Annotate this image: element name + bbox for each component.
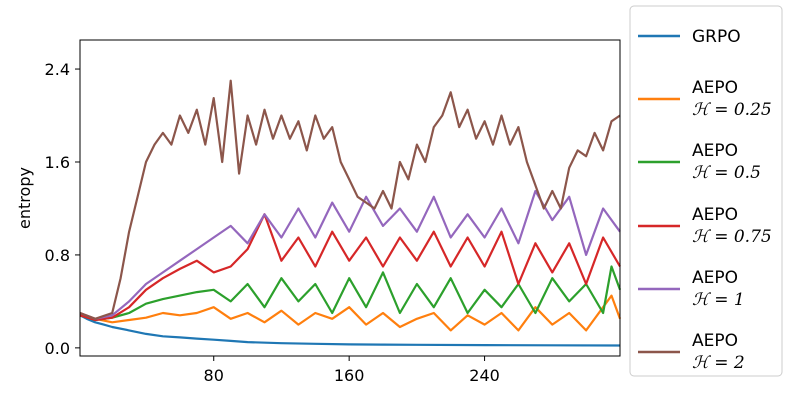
y-tick-label: 0.8	[45, 246, 70, 265]
x-axis: 80 160 240	[204, 356, 500, 385]
legend-label: GRPO	[692, 27, 741, 47]
series-line-0	[79, 314, 621, 347]
y-axis-title: entropy	[15, 167, 34, 229]
series-line-2	[79, 265, 622, 322]
legend-label: AEPO	[692, 268, 738, 288]
y-axis: 0.0 0.8 1.6 2.4	[45, 60, 80, 358]
legend-sublabel: ℋ = 0.5	[692, 163, 761, 183]
legend-label: AEPO	[692, 331, 738, 351]
legend-label: AEPO	[692, 78, 738, 98]
legend-sublabel: ℋ = 0.25	[692, 100, 772, 120]
series-line-5	[79, 79, 621, 320]
x-tick-label: 160	[334, 366, 365, 385]
legend-box	[629, 5, 783, 377]
series-line-3	[79, 213, 621, 322]
y-tick-label: 0.0	[45, 339, 70, 358]
legend-label: AEPO	[692, 141, 738, 161]
legend-label: AEPO	[692, 205, 738, 225]
series-line-1	[79, 294, 622, 332]
series-line-4	[79, 189, 621, 320]
y-tick-label: 1.6	[45, 153, 70, 172]
plot-frame	[79, 39, 621, 357]
legend-sublabel: ℋ = 1	[692, 290, 745, 310]
series-layer	[79, 79, 622, 347]
x-tick-label: 80	[204, 366, 224, 385]
legend-sublabel: ℋ = 2	[692, 353, 745, 373]
y-tick-label: 2.4	[45, 60, 70, 79]
legend-sublabel: ℋ = 0.75	[692, 227, 772, 247]
x-tick-label: 240	[469, 366, 500, 385]
